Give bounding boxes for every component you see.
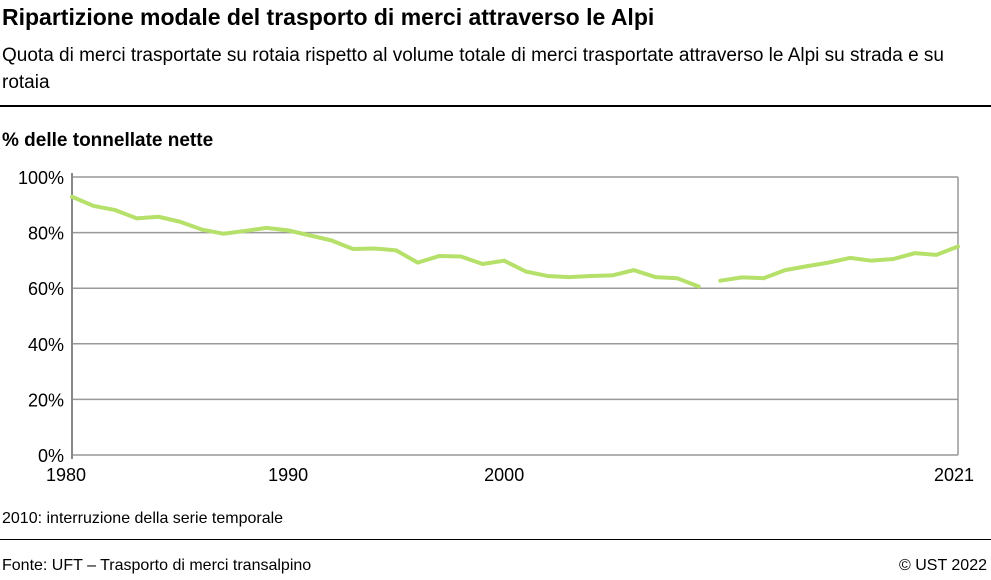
footnote: 2010: interruzione della serie temporale	[2, 510, 284, 527]
x-tick-label: 2000	[484, 465, 524, 485]
series-line	[70, 194, 701, 289]
chart-title: Ripartizione modale del trasporto di mer…	[2, 4, 655, 30]
y-tick-label: 20%	[28, 390, 64, 410]
x-tick-label: 2021	[934, 465, 974, 485]
source-text: Fonte: UFT – Trasporto di merci transalp…	[2, 557, 312, 574]
y-tick-label: 100%	[18, 168, 64, 188]
y-tick-label: 60%	[28, 279, 64, 299]
x-tick-label: 1990	[268, 465, 308, 485]
header-divider	[0, 105, 991, 107]
chart-subtitle: Quota di merci trasportate su rotaia ris…	[2, 45, 944, 93]
x-tick-label: 1980	[46, 465, 86, 485]
y-tick-label: 40%	[28, 335, 64, 355]
y-axis-label: % delle tonnellate nette	[2, 130, 214, 151]
footer-divider	[0, 539, 991, 540]
copyright-text: © UST 2022	[899, 557, 987, 574]
series-line	[718, 244, 960, 283]
y-tick-label: 80%	[28, 224, 64, 244]
y-tick-label: 0%	[38, 446, 64, 466]
line-chart: 0% 20% 40% 60% 80% 100% 1980 1990 2000 2021	[18, 168, 974, 485]
